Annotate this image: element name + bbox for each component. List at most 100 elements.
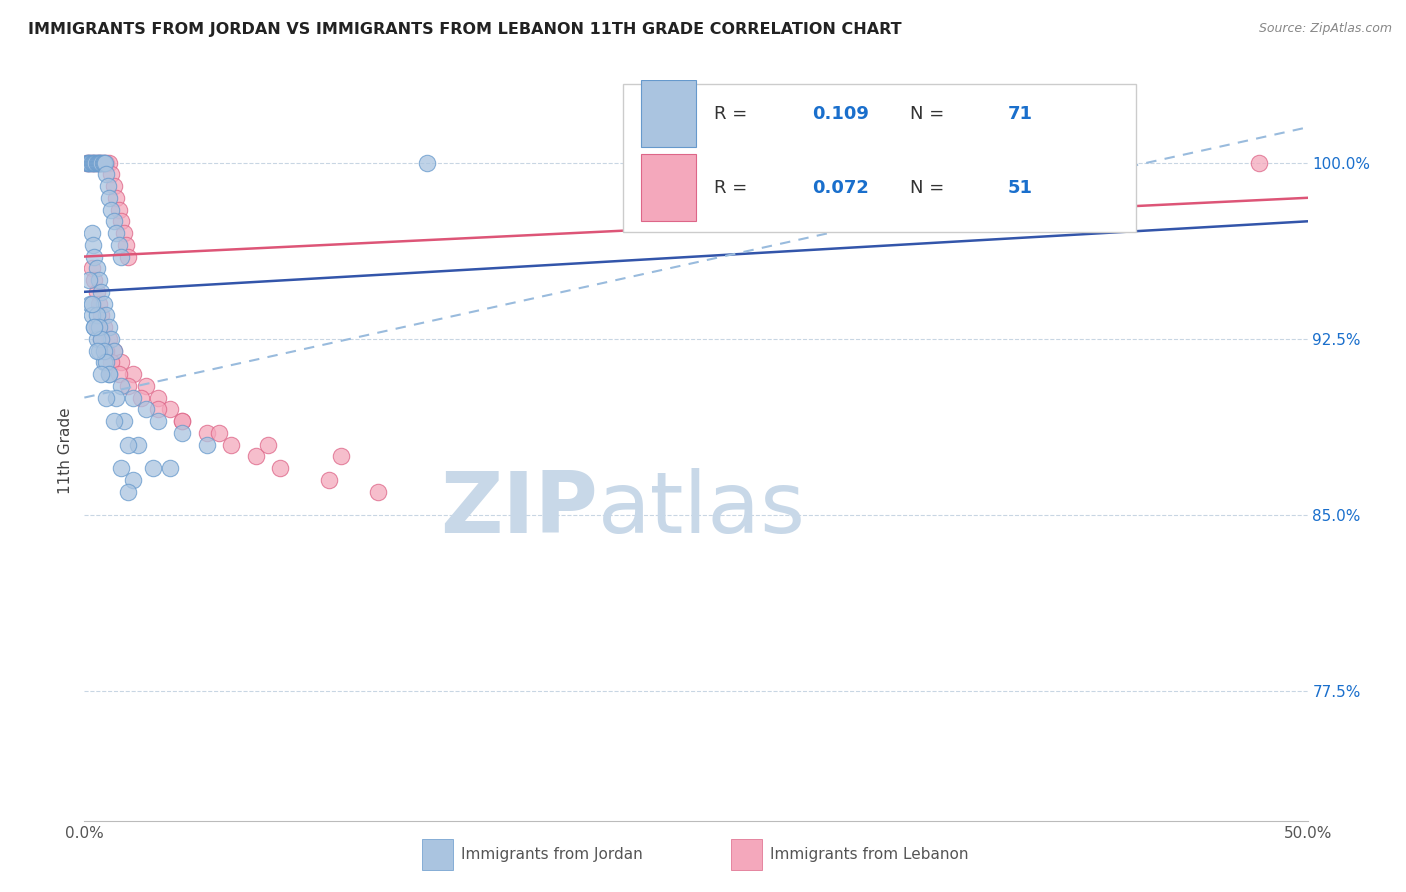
Point [79, 296, 101, 310]
Point [90, 155, 112, 169]
Point [195, 437, 218, 451]
Point [135, 402, 157, 417]
Point [127, 437, 149, 451]
Point [112, 226, 135, 240]
Text: R =: R = [714, 178, 754, 196]
Point [100, 167, 122, 181]
Text: IMMIGRANTS FROM JORDAN VS IMMIGRANTS FROM LEBANON 11TH GRADE CORRELATION CHART: IMMIGRANTS FROM JORDAN VS IMMIGRANTS FRO… [28, 22, 901, 37]
Text: 0.109: 0.109 [813, 104, 869, 122]
Point [83, 155, 105, 169]
Point [83, 320, 105, 334]
Point [100, 332, 122, 346]
Point [245, 450, 267, 464]
Point [367, 484, 389, 499]
Point [83, 273, 105, 287]
Point [77, 273, 100, 287]
Y-axis label: 11th Grade: 11th Grade [58, 407, 73, 494]
Point [80, 308, 103, 322]
Point [96, 167, 118, 181]
Point [87, 343, 110, 358]
Point [117, 250, 139, 264]
Point [107, 367, 129, 381]
Point [77, 155, 100, 169]
Point [97, 332, 120, 346]
Point [115, 237, 138, 252]
Point [80, 226, 103, 240]
Point [87, 155, 110, 169]
Point [97, 320, 120, 334]
Text: N =: N = [910, 178, 950, 196]
Point [103, 414, 125, 428]
FancyBboxPatch shape [641, 154, 696, 221]
Point [97, 367, 120, 381]
Point [110, 250, 132, 264]
Point [105, 191, 128, 205]
Point [80, 155, 103, 169]
Point [208, 425, 231, 440]
Text: 51: 51 [1008, 178, 1033, 196]
Point [80, 155, 103, 169]
Point [96, 355, 118, 369]
Point [96, 155, 118, 169]
Point [172, 425, 194, 440]
Text: Immigrants from Lebanon: Immigrants from Lebanon [770, 847, 969, 862]
Point [172, 414, 194, 428]
Point [82, 237, 104, 252]
Point [159, 461, 181, 475]
Text: ZIP: ZIP [440, 468, 598, 551]
Point [83, 320, 105, 334]
Point [86, 343, 108, 358]
Point [87, 320, 110, 334]
Point [80, 296, 103, 310]
Point [93, 355, 115, 369]
Point [110, 214, 132, 228]
Point [97, 179, 120, 194]
Point [93, 155, 115, 169]
Point [110, 379, 132, 393]
Point [122, 391, 145, 405]
FancyBboxPatch shape [623, 84, 1136, 232]
Point [112, 414, 135, 428]
Point [142, 461, 165, 475]
Point [219, 437, 242, 451]
Point [87, 273, 110, 287]
Point [90, 285, 112, 299]
Point [103, 343, 125, 358]
Point [330, 450, 353, 464]
Point [86, 308, 108, 322]
Point [93, 155, 115, 169]
Point [86, 155, 108, 169]
Point [86, 285, 108, 299]
Point [105, 391, 128, 405]
Point [117, 484, 139, 499]
Point [82, 155, 104, 169]
Point [87, 155, 110, 169]
Point [77, 155, 100, 169]
Point [318, 473, 340, 487]
Text: atlas: atlas [598, 468, 806, 551]
Point [89, 155, 111, 169]
Point [93, 343, 115, 358]
Text: 0.072: 0.072 [813, 178, 869, 196]
Point [87, 155, 110, 169]
Point [110, 461, 132, 475]
Point [86, 320, 108, 334]
Point [90, 308, 112, 322]
Point [86, 155, 108, 169]
Text: Source: ZipAtlas.com: Source: ZipAtlas.com [1258, 22, 1392, 36]
Point [80, 261, 103, 276]
Point [86, 332, 108, 346]
Text: N =: N = [910, 104, 950, 122]
Point [269, 461, 291, 475]
Point [100, 202, 122, 217]
Point [172, 414, 194, 428]
Point [83, 250, 105, 264]
Point [159, 402, 181, 417]
Point [83, 155, 105, 169]
Text: Immigrants from Jordan: Immigrants from Jordan [461, 847, 643, 862]
Point [103, 214, 125, 228]
Point [90, 367, 112, 381]
Point [135, 379, 157, 393]
Point [100, 355, 122, 369]
Point [129, 391, 152, 405]
